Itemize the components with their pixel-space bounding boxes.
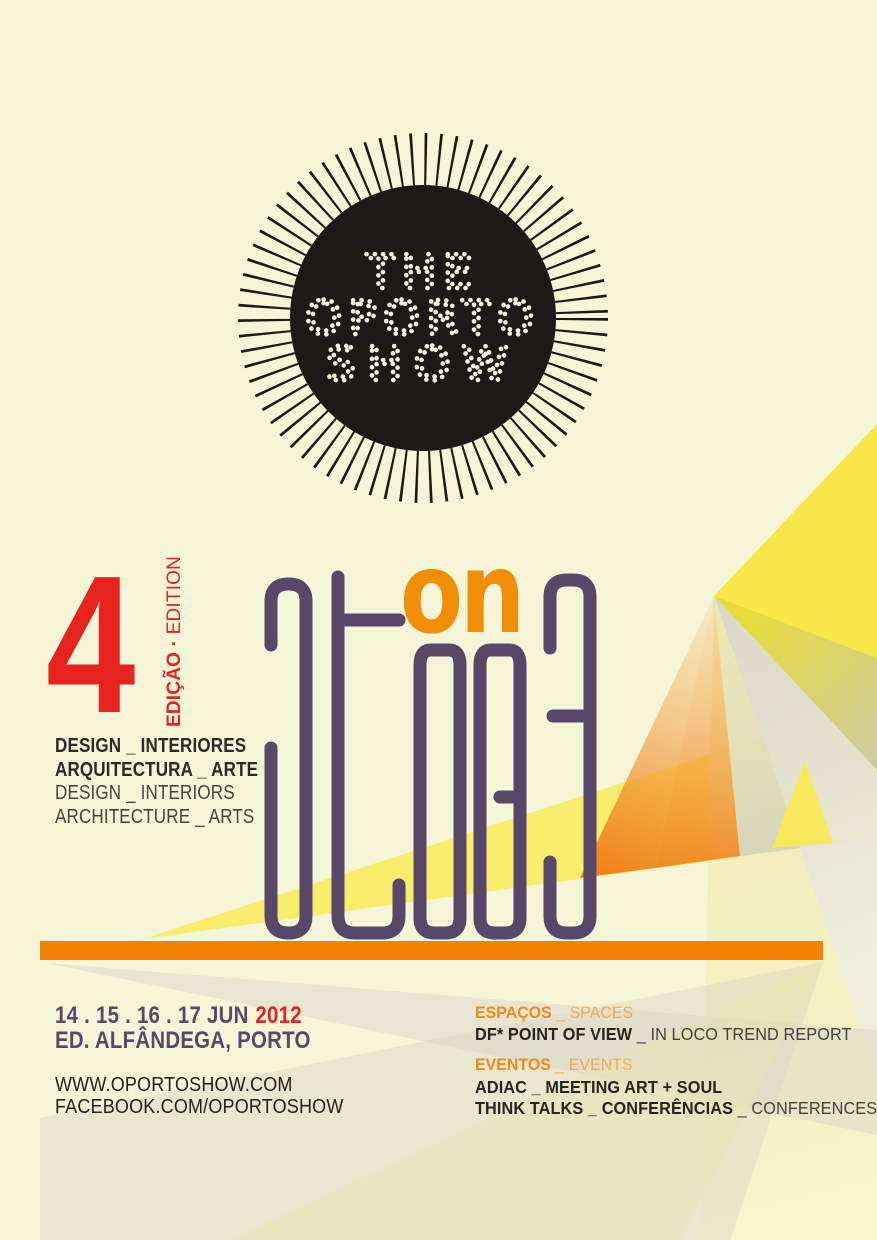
orange-wedge-right [655, 596, 740, 868]
logo-line-oporto: OPORTO [305, 291, 540, 345]
events-item-2-light: _ CONFERENCES [733, 1098, 877, 1118]
year-text: 2012 [255, 1002, 302, 1029]
website-text: WWW.OPORTOSHOW.COM [55, 1074, 293, 1096]
events-item-1-rest: _ MEETING ART + SOUL [527, 1077, 723, 1097]
categories-block: DESIGN _ INTERIORES ARQUITECTURA _ ARTE … [55, 735, 258, 829]
links-block: WWW.OPORTOSHOW.COM FACEBOOK.COM/OPORTOSH… [55, 1074, 344, 1118]
stage-letter-a [413, 643, 467, 940]
gray-wedge [714, 596, 800, 856]
stage-letter-e [543, 573, 597, 940]
events-item-1-bold: ADIAC [475, 1077, 528, 1097]
pale-green-wedge-bottom [230, 962, 823, 1240]
events-heading-pt: EVENTOS [475, 1055, 551, 1074]
dates-text: 14 . 15 . 16 . 17 JUN [55, 1002, 249, 1029]
stage-letter-g [473, 643, 527, 940]
spaces-heading: ESPAÇOS _ SPACES [475, 1003, 633, 1023]
bright-yellow-triangle [714, 424, 877, 658]
category-line-1: DESIGN _ INTERIORES [55, 735, 247, 757]
category-line-2: ARQUITECTURA _ ARTE [55, 758, 259, 781]
spaces-heading-en: _ SPACES [551, 1003, 634, 1022]
chartreuse-triangle [714, 596, 877, 770]
stage-wordmark: Stage [264, 570, 597, 940]
small-yellow-triangle [772, 762, 833, 848]
venue-text: ED. ALFÂNDEGA, PORTO [55, 1027, 311, 1054]
edition-label-pt: EDIÇÃO [164, 651, 185, 727]
logo-circle [290, 185, 556, 451]
spaces-item-rest: _ IN LOCO TREND REPORT [632, 1024, 852, 1044]
on-word: on [400, 529, 525, 659]
edition-number: 4 [46, 535, 135, 754]
events-item-2: THINK TALKS _ CONFERÊNCIAS _ CONFERENCES [475, 1098, 877, 1119]
orange-bar [40, 941, 823, 960]
orange-wedge-left [580, 596, 714, 878]
events-heading: EVENTOS _ EVENTS [475, 1055, 633, 1075]
events-item-2-bold: THINK TALKS [475, 1098, 584, 1118]
stage-letter-s [264, 577, 313, 940]
events-item-2-mid: _ CONFERÊNCIAS [583, 1098, 734, 1118]
category-line-4: ARCHITECTURE _ ARTS [55, 805, 255, 828]
events-heading-en: _ EVENTS [550, 1055, 633, 1074]
events-item-1: ADIAC _ MEETING ART + SOUL [475, 1076, 722, 1098]
sunburst-logo: THE OPORTO SHOW [238, 133, 608, 503]
sunburst-rays [238, 133, 608, 503]
spaces-item: DF* POINT OF VIEW _ IN LOCO TREND REPORT [475, 1024, 852, 1045]
event-dates-block: 14 . 15 . 16 . 17 JUN 2012 ED. ALFÂNDEGA,… [55, 1003, 311, 1053]
dates-line: 14 . 15 . 16 . 17 JUN 2012 [55, 1003, 311, 1028]
logo-dotted-text: THE OPORTO SHOW [303, 243, 540, 394]
edition-label: EDIÇÃO · EDITION [163, 556, 187, 727]
category-line-3: DESIGN _ INTERIORS [55, 782, 235, 804]
facebook-text: FACEBOOK.COM/OPORTOSHOW [55, 1095, 344, 1118]
edition-label-en: EDITION [164, 555, 185, 635]
stage-letter-t-stem [331, 570, 406, 940]
spaces-heading-pt: ESPAÇOS [475, 1003, 552, 1022]
spaces-item-bold: DF* POINT OF VIEW [475, 1024, 633, 1044]
edition-label-sep: · [164, 634, 185, 652]
triangle-fan [40, 424, 877, 1240]
logo-line-the: THE [366, 245, 480, 299]
logo-line-show: SHOW [326, 337, 519, 391]
